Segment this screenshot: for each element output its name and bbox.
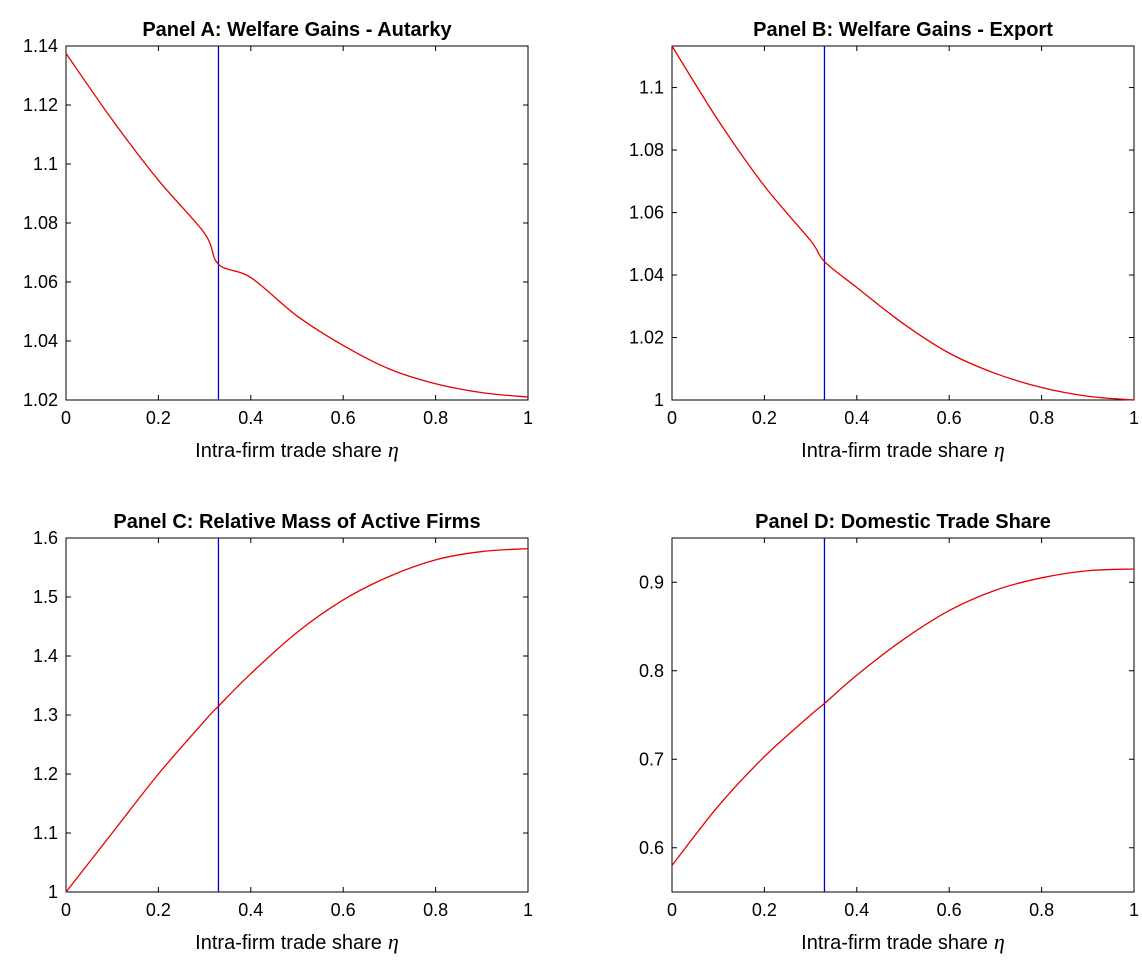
panel-d-title: Panel D: Domestic Trade Share (755, 511, 1051, 533)
panel-b-curve (671, 45, 1135, 401)
panel-c-ytick-label: 1.4 (33, 646, 58, 666)
panel-c-title: Panel C: Relative Mass of Active Firms (113, 511, 480, 533)
panel-a-xlabel-text: Intra-firm trade share (195, 440, 382, 462)
panel-d-ytick-label: 0.8 (639, 661, 664, 681)
panel-b-ytick-label: 1.02 (629, 328, 664, 348)
panel-a-curve (65, 52, 529, 398)
panel-d-xtick-label: 0.4 (844, 900, 869, 920)
panel-c-axes-box (65, 537, 529, 893)
panel-a-ytick-label: 1.02 (23, 390, 58, 410)
panel-d-ytick-label: 0.9 (639, 572, 664, 592)
panel-a-axes-box (65, 45, 529, 401)
panel-c-xtick-label: 0.6 (331, 900, 356, 920)
panel-d-xtick-label: 0.2 (752, 900, 777, 920)
panel-b-xtick-label: 0.4 (844, 408, 869, 428)
panel-d-xtick-label: 0.8 (1029, 900, 1054, 920)
panel-b-ytick-label: 1.06 (629, 203, 664, 223)
panel-c-xtick-label: 0.4 (238, 900, 263, 920)
panel-d-xtick-label: 1 (1129, 900, 1139, 920)
panel-a-ytick-label: 1.1 (33, 154, 58, 174)
panel-a-xlabel-symbol: η (388, 437, 399, 462)
panel-a-ytick-label: 1.12 (23, 95, 58, 115)
panel-a: Panel A: Welfare Gains - Autarky 0 0.2 0.4 0… (23, 19, 533, 462)
panel-a-title: Panel A: Welfare Gains - Autarky (142, 19, 452, 41)
panel-a-ytick-label: 1.06 (23, 272, 58, 292)
panel-b-xlabel-text: Intra-firm trade share (801, 440, 988, 462)
panel-c-xtick-label: 0.2 (146, 900, 171, 920)
panel-b-xtick-label: 0.6 (937, 408, 962, 428)
panel-b-xtick-label: 0 (667, 408, 677, 428)
panel-a-xlabel: Intra-firm trade share η (195, 437, 399, 462)
panel-d: Panel D: Domestic Trade Share 0 0.2 0.4 0.6 0… (639, 511, 1139, 954)
panel-a-ytick-label: 1.14 (23, 36, 58, 56)
panel-b-ytick-label: 1.08 (629, 140, 664, 160)
panel-a-xtick-label: 0.4 (238, 408, 263, 428)
panel-b-ytick-label: 1 (654, 390, 664, 410)
panel-c: Panel C: Relative Mass of Active Firms 0 0… (33, 511, 533, 954)
panel-a-xtick-label: 0 (61, 408, 71, 428)
panel-d-ytick-label: 0.7 (639, 749, 664, 769)
panel-a-xtick-label: 0.2 (146, 408, 171, 428)
panel-b-xtick-label: 0.8 (1029, 408, 1054, 428)
panel-c-ytick-label: 1.1 (33, 823, 58, 843)
panel-a-xtick-label: 0.6 (331, 408, 356, 428)
panel-c-xlabel: Intra-firm trade share η (195, 929, 399, 954)
panel-b-title: Panel B: Welfare Gains - Export (753, 19, 1053, 41)
panel-d-xtick-label: 0 (667, 900, 677, 920)
panel-b-axes-box (671, 45, 1135, 401)
panel-b-xlabel-symbol: η (994, 437, 1005, 462)
panel-b: Panel B: Welfare Gains - Export 0 0.2 0.4 0.… (629, 19, 1139, 462)
panel-a-ytick-label: 1.08 (23, 213, 58, 233)
panel-c-ytick-label: 1.2 (33, 764, 58, 784)
panel-b-xtick-label: 1 (1129, 408, 1139, 428)
panel-c-curve (65, 547, 529, 893)
panel-b-xlabel: Intra-firm trade share η (801, 437, 1005, 462)
panel-d-ytick-label: 0.6 (639, 838, 664, 858)
panel-d-curve (671, 568, 1135, 866)
panel-c-xtick-label: 0 (61, 900, 71, 920)
panel-c-xlabel-symbol: η (388, 929, 399, 954)
panel-d-axes-box (671, 537, 1135, 893)
panel-c-xtick-label: 1 (523, 900, 533, 920)
panel-b-ytick-label: 1.1 (639, 78, 664, 98)
panel-a-xtick-label: 0.8 (423, 408, 448, 428)
panel-c-xlabel-text: Intra-firm trade share (195, 932, 382, 954)
panel-c-ytick-label: 1.6 (33, 528, 58, 548)
panel-b-xtick-label: 0.2 (752, 408, 777, 428)
panel-d-xlabel-symbol: η (994, 929, 1005, 954)
panel-d-xlabel-text: Intra-firm trade share (801, 932, 988, 954)
panel-c-ytick-label: 1.5 (33, 587, 58, 607)
panel-d-xtick-label: 0.6 (937, 900, 962, 920)
panel-a-xtick-label: 1 (523, 408, 533, 428)
panel-b-ytick-label: 1.04 (629, 265, 664, 285)
panel-d-xlabel: Intra-firm trade share η (801, 929, 1005, 954)
panel-a-ytick-label: 1.04 (23, 331, 58, 351)
panel-c-ytick-label: 1 (48, 882, 58, 902)
panel-c-xtick-label: 0.8 (423, 900, 448, 920)
panel-c-ytick-label: 1.3 (33, 705, 58, 725)
